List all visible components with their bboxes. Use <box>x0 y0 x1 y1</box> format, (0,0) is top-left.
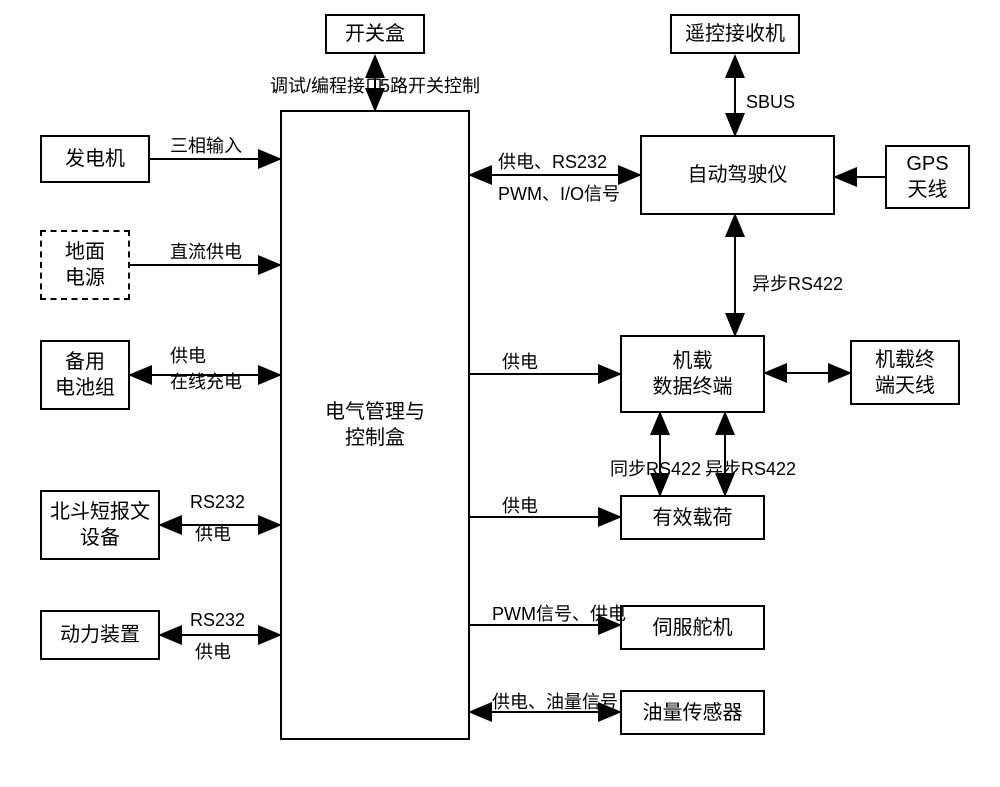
node-switch_box: 开关盒 <box>325 14 425 54</box>
node-beidou: 北斗短报文设备 <box>40 490 160 560</box>
node-data_term: 机载数据终端 <box>620 335 765 413</box>
label-l_sync: 同步RS422 <box>610 455 701 481</box>
label-l_fuel: 供电、油量信号 <box>492 688 618 714</box>
node-servo: 伺服舵机 <box>620 605 765 650</box>
label-l_rs422a: 异步RS422 <box>752 270 843 296</box>
node-fuel: 油量传感器 <box>620 690 765 735</box>
node-ground_power: 地面电源 <box>40 230 130 300</box>
node-generator: 发电机 <box>40 135 150 183</box>
label-l_switch_right: 5路开关控制 <box>380 72 480 98</box>
node-antenna: 机载终端天线 <box>850 340 960 405</box>
label-l_power1: RS232 <box>190 610 245 631</box>
node-emcb: 电气管理与控制盒 <box>280 110 470 740</box>
label-l_beidou2: 供电 <box>195 520 231 546</box>
node-gps: GPS天线 <box>885 145 970 209</box>
label-l_batt2: 在线充电 <box>170 368 242 394</box>
label-l_switch_left: 调试/编程接口 <box>270 72 383 98</box>
node-payload: 有效载荷 <box>620 495 765 540</box>
label-l_ground: 直流供电 <box>170 238 242 264</box>
node-power_unit: 动力装置 <box>40 610 160 660</box>
label-l_batt1: 供电 <box>170 342 206 368</box>
label-l_auto2: PWM、I/O信号 <box>498 180 620 206</box>
label-l_beidou1: RS232 <box>190 492 245 513</box>
label-l_data_pw: 供电 <box>502 348 538 374</box>
node-backup_batt: 备用电池组 <box>40 340 130 410</box>
label-l_generator: 三相输入 <box>170 132 242 158</box>
label-l_power2: 供电 <box>195 638 231 664</box>
node-autopilot: 自动驾驶仪 <box>640 135 835 215</box>
label-l_sbus: SBUS <box>746 92 795 113</box>
label-l_auto1: 供电、RS232 <box>498 148 607 174</box>
label-l_async: 异步RS422 <box>705 455 796 481</box>
node-remote_rx: 遥控接收机 <box>670 14 800 54</box>
label-l_servo: PWM信号、供电 <box>492 600 626 626</box>
label-l_payload_pw: 供电 <box>502 492 538 518</box>
